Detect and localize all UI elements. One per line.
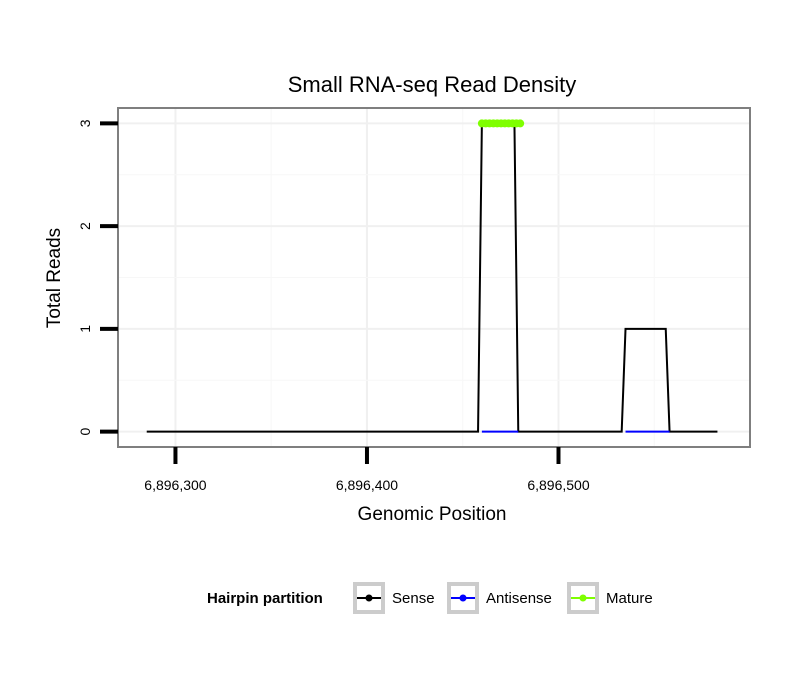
legend-point-sense [365, 594, 373, 602]
y-axis-title: Total Reads [44, 228, 65, 328]
legend-label-sense: Sense [392, 590, 435, 607]
plot-panel: 0 1 2 3 6,896,300 6,896,400 6,896,500 [77, 107, 751, 493]
x-tick-label: 6,896,500 [527, 477, 589, 493]
x-axis-title: Genomic Position [358, 504, 507, 525]
legend: Hairpin partition Sense Antisense Mature [207, 582, 653, 614]
series-line-sense [146, 122, 718, 433]
y-tick-label: 2 [77, 222, 93, 230]
chart-title: Small RNA-seq Read Density [288, 72, 577, 97]
legend-label-antisense: Antisense [486, 590, 552, 607]
series-point-mature [516, 119, 525, 128]
legend-point-antisense [459, 594, 467, 602]
legend-point-mature [579, 594, 587, 602]
y-tick-label: 1 [77, 325, 93, 333]
panel-border [117, 107, 751, 448]
y-tick-label: 0 [77, 427, 93, 435]
legend-label-mature: Mature [606, 590, 653, 607]
y-tick-label: 3 [77, 119, 93, 127]
x-tick-label: 6,896,300 [144, 477, 206, 493]
legend-title: Hairpin partition [207, 590, 323, 607]
x-tick-label: 6,896,400 [336, 477, 398, 493]
